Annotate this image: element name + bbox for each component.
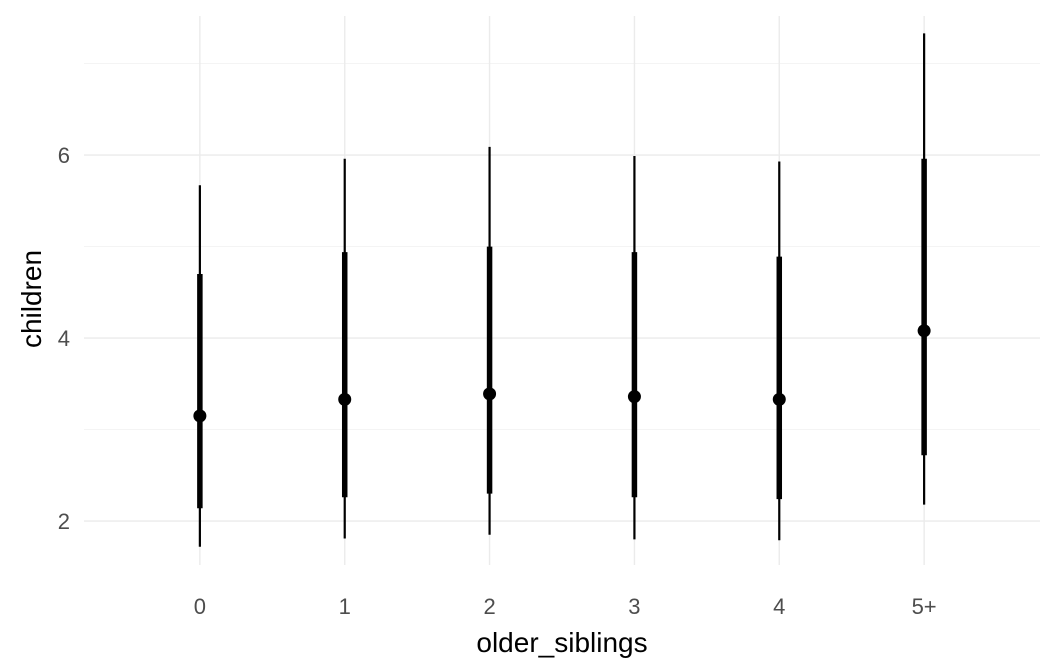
- x-axis-title: older_siblings: [476, 627, 647, 658]
- x-tick-label: 3: [628, 594, 640, 619]
- point-estimate: [772, 392, 786, 406]
- y-tick-label: 2: [58, 509, 70, 534]
- grid-lines: [84, 16, 1040, 565]
- x-tick-label: 1: [339, 594, 351, 619]
- point-interval-group: [483, 146, 497, 535]
- y-tick-labels: 2 4 6: [58, 143, 70, 534]
- point-interval-group: [627, 155, 641, 540]
- point-estimate: [627, 390, 641, 404]
- x-tick-labels: 0 1 2 3 4 5+: [194, 594, 937, 619]
- x-tick-label: 0: [194, 594, 206, 619]
- x-tick-label: 5+: [912, 594, 937, 619]
- point-interval-group: [338, 158, 352, 539]
- x-tick-label: 2: [483, 594, 495, 619]
- point-estimate: [338, 392, 352, 406]
- point-estimate: [917, 324, 931, 338]
- x-tick-label: 4: [773, 594, 785, 619]
- point-interval-group: [772, 161, 786, 541]
- point-estimate: [483, 387, 497, 401]
- point-estimate: [193, 409, 207, 423]
- y-tick-label: 6: [58, 143, 70, 168]
- point-interval-group: [193, 185, 207, 547]
- chart-marks: [193, 33, 931, 547]
- y-tick-label: 4: [58, 326, 70, 351]
- point-interval-group: [917, 33, 931, 505]
- y-axis-title: children: [16, 250, 47, 348]
